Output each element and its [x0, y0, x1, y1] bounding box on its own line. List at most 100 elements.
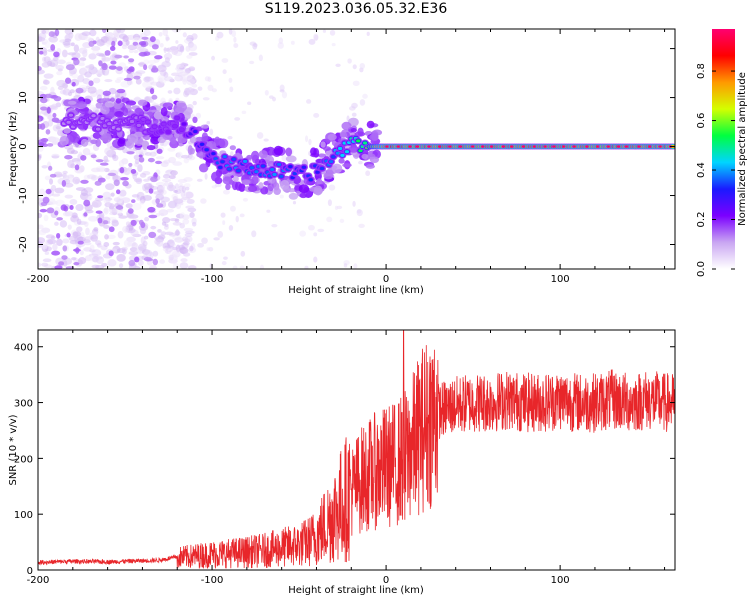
spectrogram-cell: [80, 154, 87, 161]
spectrogram-cell: [147, 157, 155, 163]
spectrogram-cell: [56, 70, 63, 76]
spectrogram-cell: [88, 215, 98, 222]
spectrogram-cell: [54, 187, 65, 194]
spectrogram-cell: [71, 257, 77, 261]
spectrogram-cell: [125, 139, 134, 149]
spectrogram-cell: [188, 43, 198, 52]
spectrogram-cell: [130, 169, 137, 174]
spectrogram-cell: [157, 228, 162, 233]
spectrogram-cell: [207, 84, 214, 91]
spectrogram-cell: [48, 178, 54, 185]
spectrogram-cell: [160, 107, 168, 117]
spectrogram-cell: [77, 74, 85, 83]
spectrogram-cell: [373, 139, 380, 145]
spectrogram-cell: [68, 235, 79, 242]
spectrogram-cell: [347, 58, 352, 64]
spectrogram-cell: [353, 263, 358, 269]
spectrogram-cell: [54, 221, 59, 226]
spectrogram-cell: [131, 194, 140, 198]
spectrogram-cell: [91, 114, 96, 118]
spectrogram-cell: [271, 223, 278, 228]
spectrogram-cell: [313, 185, 323, 196]
spectrogram-cell: [55, 125, 62, 130]
spectrogram-cell: [162, 29, 169, 36]
spectrogram-cell: [180, 258, 188, 263]
spectrogram-cell: [159, 259, 166, 264]
spectrogram-cell: [49, 173, 57, 178]
spectrogram-cell: [51, 155, 60, 159]
spectrogram-cell: [175, 116, 180, 120]
spectrogram-cell: [137, 243, 147, 251]
spectrogram-cell: [247, 101, 252, 105]
spectrogram-cell: [189, 136, 197, 144]
spectrogram-cell: [107, 122, 112, 126]
spectrogram-cell: [44, 40, 51, 49]
spectrogram-cell: [279, 194, 284, 199]
spectrogram-cell: [75, 247, 80, 254]
spectrogram-cell: [142, 195, 152, 201]
spectrogram-cell: [116, 88, 126, 94]
spectrogram-cell: [152, 258, 159, 266]
spectrogram-cell: [61, 255, 68, 260]
spectrogram-cell: [92, 202, 99, 208]
spectrogram-cell: [137, 259, 144, 266]
spectrogram-cell: [617, 145, 621, 148]
spectrogram-cell: [133, 154, 140, 160]
colorbar: 0.0 0.2 0.4 0.6 0.8 Normalized spectral ampl…: [696, 29, 748, 277]
spectrogram-cell: [127, 44, 138, 51]
spectrogram-cell: [339, 218, 345, 224]
spectrogram-cell: [80, 179, 89, 184]
spectrogram-cell: [118, 215, 128, 219]
spectrogram-cell: [144, 216, 150, 222]
spectrogram-cell: [38, 212, 43, 219]
spectrogram-cell: [251, 230, 257, 238]
spectrogram-cell: [131, 199, 136, 204]
spectrogram-cell: [104, 70, 110, 76]
snr-y-tick-label: 400: [14, 343, 33, 354]
spectrogram-cell: [99, 162, 109, 166]
spectrogram-cell: [79, 250, 84, 256]
spectrogram-cell: [86, 174, 96, 180]
spectrogram-cell: [199, 142, 205, 146]
spectrogram-cell: [70, 150, 79, 155]
spectrogram-cell: [87, 86, 97, 94]
spectrogram-cell: [223, 256, 228, 260]
spectrogram-cell: [40, 106, 48, 111]
spectrogram-cell: [74, 164, 80, 171]
spectrogram-cell: [340, 153, 345, 157]
spectrogram-cell: [68, 113, 74, 117]
snr-series-line: [38, 330, 675, 569]
spectrogram-x-axis-label: Height of straight line (km): [288, 285, 424, 296]
spectrogram-cell: [81, 31, 91, 36]
spectrogram-cell: [624, 145, 628, 148]
spectrogram-cell: [172, 195, 178, 203]
spectrogram-cell: [172, 124, 178, 128]
spectrogram-frame: [37, 28, 676, 270]
spectrogram-cell: [101, 29, 107, 33]
spectrogram-cell: [249, 41, 257, 46]
spectrogram-cell: [128, 259, 136, 267]
spectrogram-cell: [38, 262, 42, 268]
spectrogram-cell: [233, 43, 239, 48]
spectrogram-cell: [115, 29, 126, 34]
spectrogram-cell: [39, 50, 44, 55]
spectrogram-cell: [80, 138, 89, 147]
spectrogram-cell: [232, 265, 238, 269]
spectrogram-cell: [61, 180, 67, 187]
spectrogram-cell: [116, 189, 121, 195]
spectrogram-cell: [56, 232, 61, 239]
spectrogram-cell: [307, 224, 315, 231]
spectrogram-cell: [123, 77, 133, 81]
spectrogram-cell: [501, 145, 505, 148]
snr-x-axis-label: Height of straight line (km): [288, 585, 424, 596]
spectrogram-cell: [196, 178, 203, 182]
spectrogram-x-tick-label: -200: [27, 274, 50, 285]
spectrogram-cell: [71, 81, 76, 87]
spectrogram-cell: [182, 32, 187, 38]
spectrogram-cell: [128, 162, 133, 167]
spectrogram-cell: [89, 104, 96, 111]
spectrogram-cell: [83, 199, 91, 207]
spectrogram-cell: [62, 170, 68, 175]
spectrogram-cell: [180, 154, 190, 159]
spectrogram-cell: [192, 100, 197, 106]
